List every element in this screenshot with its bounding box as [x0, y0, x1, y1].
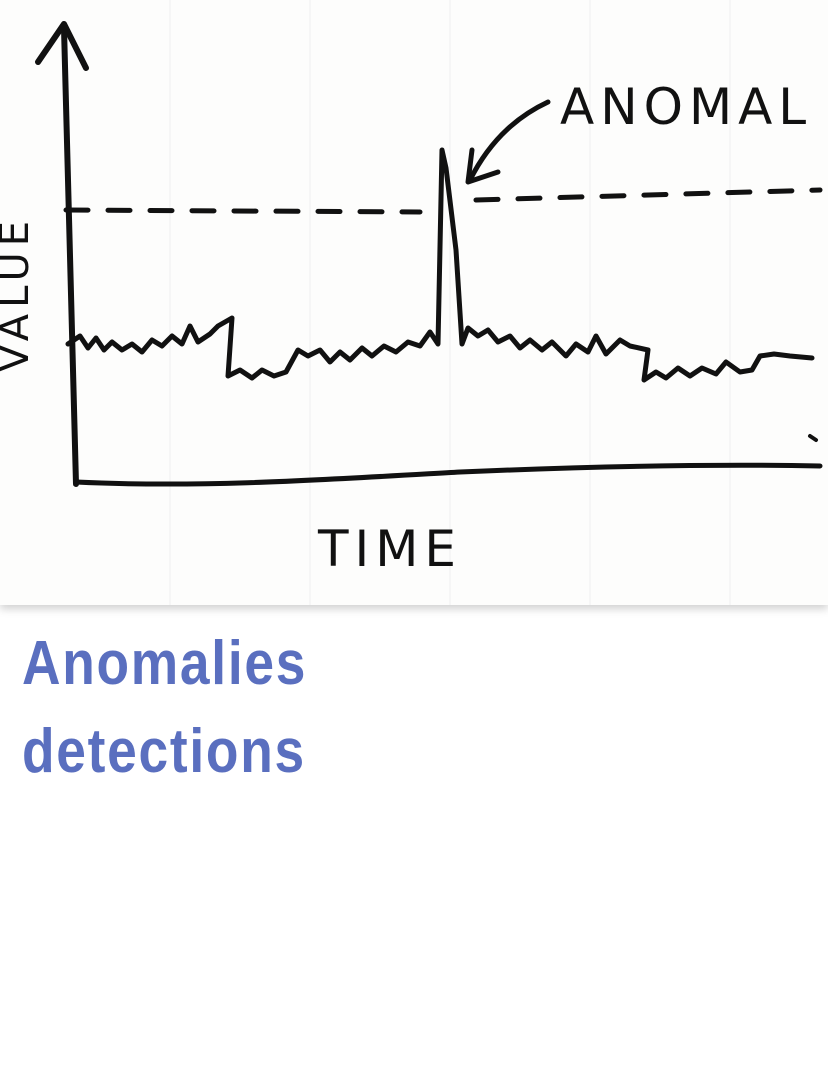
y-axis-label: VALUE [0, 215, 38, 372]
paper-grid [169, 0, 731, 605]
anomaly-sketch-image: VALUE ANOMAL TIME [0, 0, 823, 605]
y-axis-arrowhead [35, 21, 89, 71]
annotation-arrowhead [465, 147, 501, 185]
x-axis-line [73, 462, 823, 487]
annotation-label: ANOMAL [560, 78, 812, 136]
sketch-drawing: VALUE ANOMAL TIME [0, 0, 823, 605]
caption-line-2: detections [22, 717, 306, 786]
x-axis-label: TIME [317, 520, 462, 578]
signal-line [65, 147, 815, 383]
annotation-arrow [467, 99, 551, 183]
threshold-dashed-line [63, 187, 823, 215]
stray-mark [808, 434, 818, 442]
caption-title: Anomalies detections [22, 620, 538, 796]
y-axis-line [61, 25, 79, 487]
caption-line-1: Anomalies [22, 629, 308, 698]
